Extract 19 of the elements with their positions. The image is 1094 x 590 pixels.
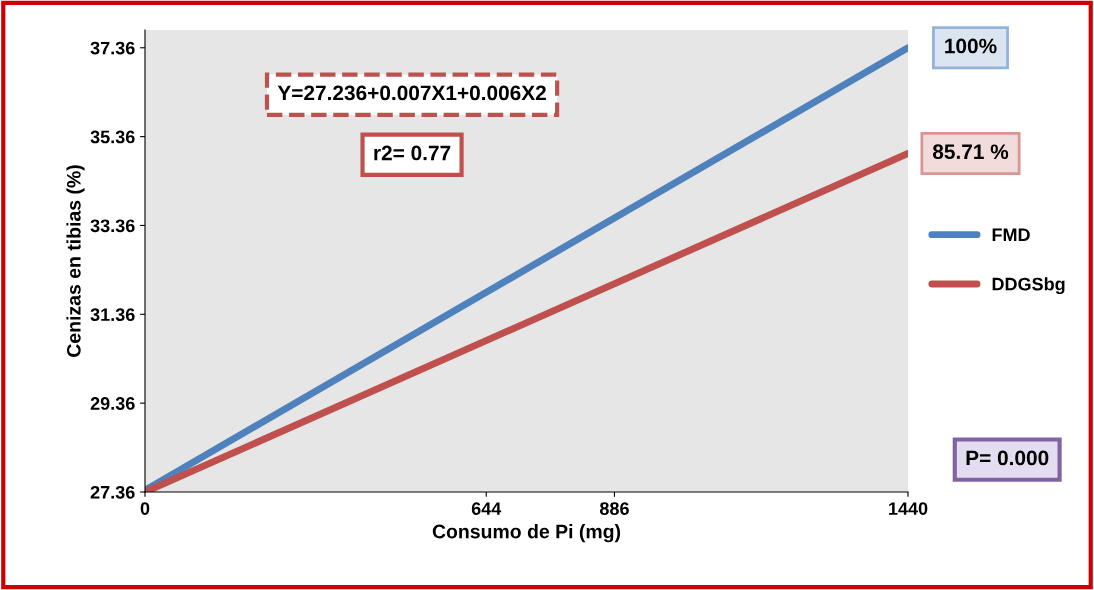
x-tick-label: 886 xyxy=(599,502,629,515)
text: P= 0.000 xyxy=(966,450,1049,466)
x-tick-label: 0 xyxy=(140,502,150,515)
y-tick-label: 37.36 xyxy=(90,41,135,55)
annotation: Y=27.236+0.007X1+0.006X2 xyxy=(277,85,546,101)
x-tick-label: 1440 xyxy=(889,502,928,515)
y-tick-label: 27.36 xyxy=(90,485,135,499)
legend-label: FMD xyxy=(992,228,1030,241)
y-tick-label: 33.36 xyxy=(90,219,135,233)
x-tick-label: 644 xyxy=(471,502,502,515)
y-axis-title: Cenizas en tibias (%) xyxy=(66,165,85,357)
y-tick-label: 35.36 xyxy=(90,130,135,144)
annotation: 85.71 % xyxy=(932,144,1009,160)
annotation: 100% xyxy=(945,38,997,54)
legend-label: DDGSbg xyxy=(992,277,1065,295)
y-tick-label: 29.36 xyxy=(90,397,135,410)
x-axis-title: Consumo de Pi (mg) xyxy=(432,524,621,543)
y-tick-label: 31.36 xyxy=(90,308,135,322)
annotation: r2= 0.77 xyxy=(374,145,451,161)
